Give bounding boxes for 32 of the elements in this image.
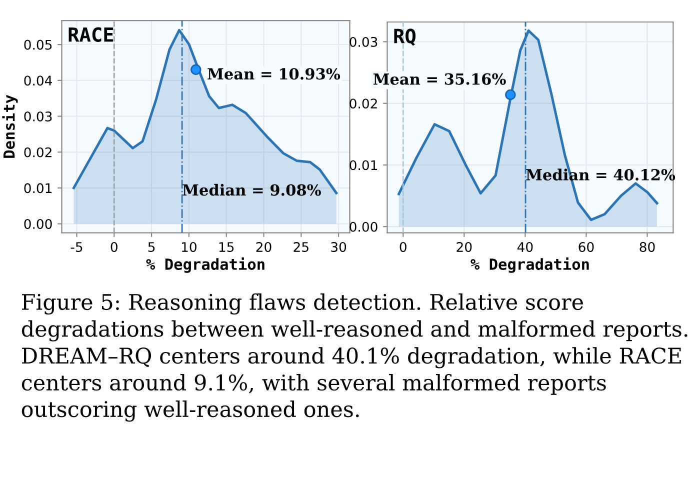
- x-tick-label: 25: [294, 242, 308, 252]
- series-label: Mean = 35.16%: [373, 73, 506, 85]
- x-tick-label: 5: [148, 242, 155, 252]
- x-tick-label: -5: [70, 242, 82, 252]
- ref-line-label: Median = 9.08%: [182, 184, 321, 196]
- series-label: Mean = 10.93%: [208, 68, 340, 80]
- x-tick-label: 60: [578, 242, 594, 252]
- y-tick-label: 0.04: [24, 76, 52, 86]
- x-tick-label: 10: [182, 242, 196, 252]
- chart-title: RQ: [394, 28, 416, 46]
- x-axis-title: % Degradation: [146, 257, 264, 273]
- x-tick-label: 15: [219, 242, 234, 252]
- y-tick-label: 0.00: [24, 219, 52, 229]
- caption: Figure 5: Reasoning flaws detection. Relative score degradations between well-reasoned and malformed reports. DREAM–RQ centers around 40.1% degradation, while RACE centers around 9.1%, with several malformed reports outscoring well-reasoned ones.: [22, 293, 688, 422]
- y-tick-label: 0.03: [350, 36, 378, 47]
- x-axis-title: % Degradation: [470, 257, 589, 273]
- y-tick-label: 0.05: [24, 40, 52, 50]
- x-tick-label: 40: [517, 242, 533, 252]
- x-tick-label: 0: [110, 242, 118, 252]
- y-tick-label: 0.01: [24, 183, 52, 194]
- x-tick-label: 30: [331, 242, 346, 252]
- x-tick-label: 80: [640, 242, 655, 252]
- chart-title: RACE: [68, 27, 114, 42]
- y-tick-label: 0.01: [350, 160, 378, 170]
- y-tick-label: 0.03: [24, 111, 52, 122]
- y-tick-label: 0.02: [24, 147, 52, 158]
- y-axis-title: Density: [2, 94, 18, 158]
- x-tick-label: 20: [456, 242, 472, 252]
- x-tick-label: 0: [400, 242, 406, 252]
- y-tick-label: 0.02: [350, 98, 377, 109]
- x-tick-label: 20: [256, 242, 272, 252]
- y-tick-label: 0.00: [350, 222, 378, 232]
